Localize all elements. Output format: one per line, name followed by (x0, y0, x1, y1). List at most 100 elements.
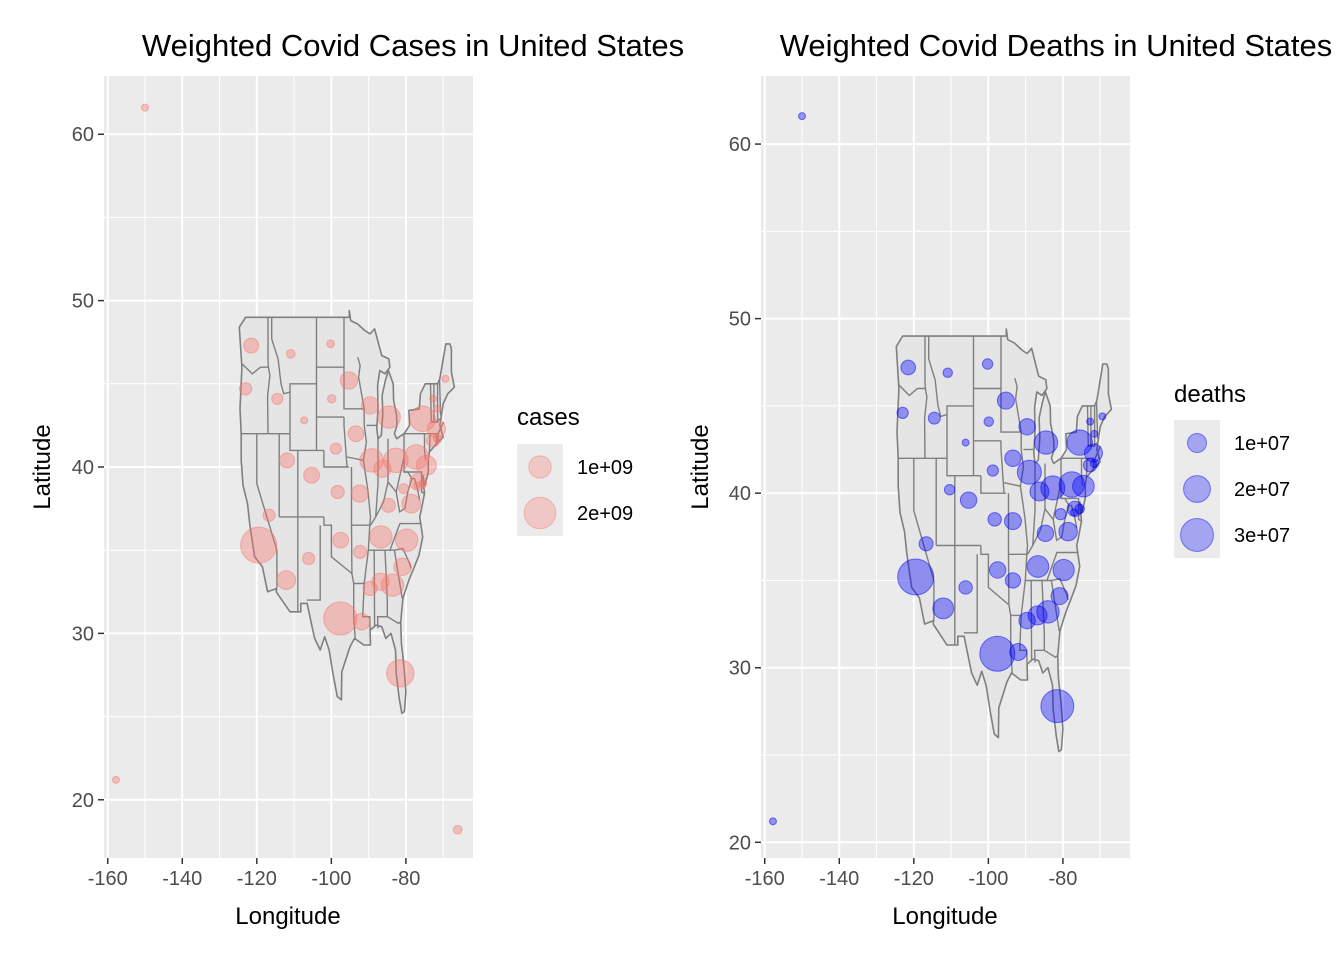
deaths-point (1058, 521, 1078, 542)
cases-state-border (437, 421, 445, 442)
cases-points (111, 103, 463, 835)
cases-point (332, 531, 350, 549)
cases-state-border (323, 516, 353, 575)
cases-point (393, 557, 412, 576)
cases-point (401, 493, 421, 514)
deaths-legend-title: deaths (1174, 381, 1246, 408)
cases-point (415, 454, 437, 476)
cases-legend-keys: 1e+09 2e+09 (523, 455, 633, 530)
deaths-point (1089, 458, 1100, 469)
deaths-point (1040, 475, 1066, 501)
deaths-point (1098, 412, 1107, 421)
cases-point (426, 419, 446, 439)
cases-panel: Weighted Covid Cases in United States -1… (29, 28, 684, 930)
deaths-state-border (1003, 482, 1021, 487)
deaths-state-border (1000, 440, 1005, 494)
cases-legend-key-symbol (523, 496, 557, 530)
cases-legend-title: cases (517, 404, 580, 431)
deaths-state-border (1018, 432, 1029, 665)
deaths-state-border (1007, 554, 1022, 617)
cases-point (279, 452, 296, 469)
deaths-state-border (946, 414, 981, 477)
cases-state-border (241, 317, 271, 435)
cases-x-tick-label: -100 (311, 868, 351, 890)
deaths-point (1082, 458, 1098, 473)
deaths-point (1086, 417, 1095, 426)
deaths-x-axis-title: Longitude (892, 903, 997, 930)
deaths-point (1052, 558, 1075, 582)
deaths-points (768, 112, 1107, 826)
deaths-state-border (1051, 577, 1069, 600)
deaths-point (958, 580, 973, 595)
deaths-state-border (898, 384, 926, 397)
deaths-state-border (1087, 405, 1096, 447)
cases-x-tick-label: -140 (162, 868, 202, 890)
cases-point (452, 824, 463, 835)
cases-point (394, 528, 419, 552)
cases-point (380, 497, 396, 513)
deaths-point (1016, 459, 1042, 485)
cases-point (339, 371, 359, 390)
cases-point (352, 544, 368, 559)
deaths-point (986, 464, 999, 477)
deaths-state-border (898, 336, 928, 459)
deaths-point (1026, 555, 1050, 578)
cases-point (323, 601, 358, 636)
cases-x-tick-label: -160 (88, 868, 128, 890)
cases-point (300, 416, 309, 425)
cases-point (409, 405, 436, 432)
cases-state-border (375, 438, 379, 517)
deaths-state-border (1026, 508, 1046, 555)
deaths-state-border (1000, 336, 1022, 433)
deaths-panel: Weighted Covid Deaths in United States -… (687, 28, 1332, 930)
deaths-x-tick-label: -160 (745, 868, 785, 890)
cases-state-border (350, 525, 365, 585)
deaths-legend: deaths 1e+07 2e+07 3e+07 (1174, 381, 1290, 558)
cases-point (413, 481, 422, 490)
deaths-point (943, 483, 956, 496)
deaths-chart-title: Weighted Covid Deaths in United States (780, 28, 1333, 63)
cases-state-border (369, 481, 389, 526)
cases-point (373, 459, 392, 478)
cases-legend-key-label: 1e+09 (577, 457, 633, 479)
cases-point (429, 394, 438, 403)
cases-y-tick-label: 60 (72, 124, 94, 146)
deaths-legend-key-label: 1e+07 (1234, 433, 1290, 455)
deaths-point (987, 512, 1002, 527)
cases-point (362, 580, 378, 597)
cases-state-border (368, 522, 422, 551)
deaths-state-border (1061, 457, 1084, 487)
deaths-x-tick-label: -100 (968, 868, 1008, 890)
cases-point (303, 466, 321, 484)
cases-x-tick-label: -80 (391, 868, 420, 890)
cases-point (441, 374, 450, 383)
deaths-point (897, 558, 935, 596)
cases-point (240, 526, 278, 564)
deaths-y-tick-label: 60 (729, 134, 751, 156)
deaths-legend-key-label: 3e+07 (1234, 525, 1290, 547)
cases-y-tick-label: 20 (72, 790, 94, 812)
cases-point (271, 392, 284, 405)
deaths-point (988, 561, 1007, 579)
deaths-point (1003, 512, 1022, 531)
cases-state-border (394, 547, 412, 569)
deaths-point (1018, 611, 1036, 630)
deaths-point (1090, 429, 1099, 438)
deaths-point (1066, 429, 1093, 456)
deaths-point (1050, 587, 1069, 606)
cases-point (262, 508, 276, 522)
deaths-point (981, 358, 994, 370)
deaths-point (932, 597, 955, 620)
cases-state-border (271, 317, 317, 395)
deaths-legend-key-symbol (1183, 475, 1211, 503)
deaths-point (1029, 481, 1050, 502)
deaths-point (942, 367, 953, 378)
cases-point (352, 612, 371, 631)
deaths-legend-key-symbol (1180, 518, 1214, 552)
cases-point (403, 444, 430, 470)
cases-point (432, 433, 443, 444)
deaths-point (1004, 572, 1022, 589)
cases-point (276, 570, 297, 590)
cases-point (433, 404, 442, 413)
deaths-state-border (928, 336, 974, 418)
